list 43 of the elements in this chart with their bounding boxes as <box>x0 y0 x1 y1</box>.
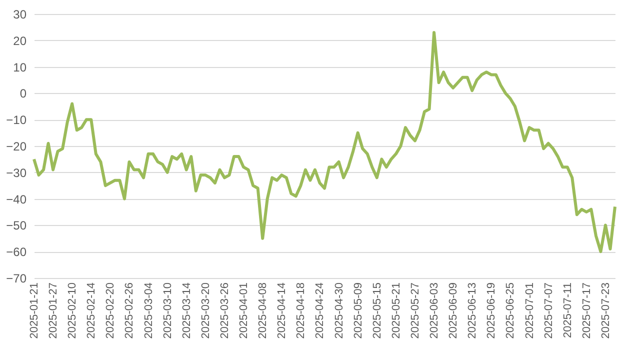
x-tick-label: 2025-06-03 <box>428 282 441 339</box>
y-tick-label: −20 <box>6 140 27 154</box>
x-tick-label: 2025-06-13 <box>466 282 479 339</box>
x-tick-label: 2025-05-09 <box>352 282 364 339</box>
x-tick-label: 2025-03-26 <box>218 282 231 339</box>
y-tick-label: 20 <box>13 34 27 48</box>
x-tick-label: 2025-04-01 <box>238 282 250 339</box>
y-tick-label: −40 <box>6 192 27 206</box>
x-tick-label: 2025-05-15 <box>371 282 384 339</box>
y-tick-label: −60 <box>6 245 27 260</box>
x-tick-label: 2025-07-01 <box>524 282 536 339</box>
y-tick-label: −30 <box>6 166 27 180</box>
x-tick-label: 2025-07-17 <box>580 282 593 339</box>
x-tick-label: 2025-04-18 <box>295 282 308 339</box>
x-tick-label: 2025-02-10 <box>66 282 79 339</box>
x-tick-label: 2025-01-21 <box>28 282 40 339</box>
x-tick-label: 2025-04-30 <box>333 282 346 339</box>
x-tick-label: 2025-03-10 <box>162 282 174 339</box>
x-tick-label: 2025-06-09 <box>448 282 460 339</box>
x-tick-label: 2025-03-14 <box>180 282 193 339</box>
x-tick-label: 2025-05-27 <box>409 282 422 339</box>
x-tick-label: 2025-02-20 <box>104 282 117 339</box>
x-tick-label: 2025-06-25 <box>504 282 517 339</box>
y-tick-label: 30 <box>13 8 27 22</box>
x-tick-label: 2025-02-14 <box>86 282 98 339</box>
y-tick-label: −10 <box>6 113 27 128</box>
x-tick-label: 2025-05-21 <box>390 282 402 339</box>
y-tick-label: 10 <box>13 60 27 74</box>
x-tick-label: 2025-04-08 <box>257 282 270 339</box>
y-tick-label: −70 <box>6 272 27 286</box>
x-tick-label: 2025-01-27 <box>48 282 60 339</box>
line-series <box>32 30 616 254</box>
x-tick-label: 2025-07-23 <box>600 282 612 339</box>
y-tick-label: 0 <box>20 86 27 101</box>
x-tick-label: 2025-07-11 <box>562 282 574 338</box>
x-tick-label: 2025-02-26 <box>124 282 136 339</box>
x-tick-label: 2025-03-04 <box>142 282 155 339</box>
x-tick-label: 2025-03-20 <box>200 282 212 339</box>
x-tick-label: 2025-07-07 <box>542 282 555 339</box>
x-tick-label: 2025-04-14 <box>276 282 288 339</box>
x-tick-label: 2025-06-19 <box>486 282 498 339</box>
x-tick-label: 2025-04-24 <box>314 282 326 339</box>
y-tick-label: −50 <box>6 218 27 233</box>
